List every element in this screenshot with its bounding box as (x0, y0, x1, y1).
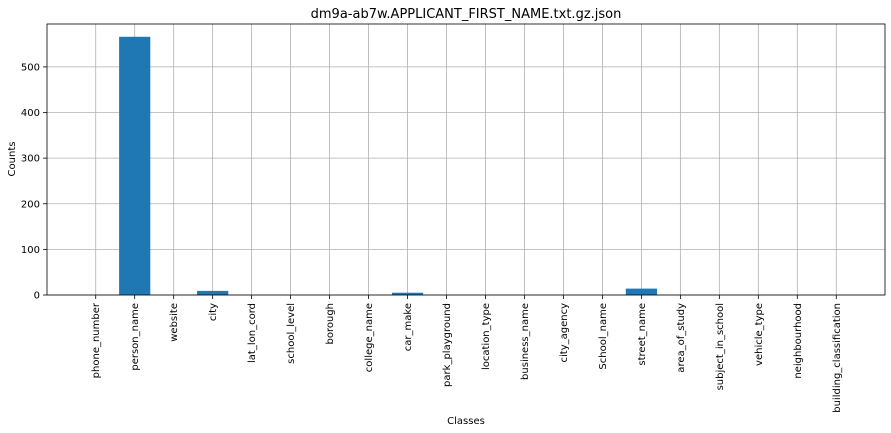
x-tick-label: lat_lon_cord (247, 303, 258, 363)
y-tick-label: 300 (21, 154, 40, 165)
y-axis-label: Counts (7, 142, 18, 177)
y-tick-label: 100 (21, 245, 40, 256)
grid-layer (47, 24, 885, 296)
bar-city (197, 290, 229, 295)
plot-area-frame (46, 23, 886, 296)
x-tick-label: street_name (637, 303, 648, 366)
x-tick-label: college_name (364, 303, 375, 372)
x-axis: phone_number person_name website city lat_lo… (91, 295, 843, 413)
x-tick-label: neighbourhood (793, 303, 804, 379)
x-tick-label: person_name (130, 303, 141, 371)
bar-person_name (119, 36, 151, 295)
x-tick-label: park_playground (442, 303, 453, 387)
y-axis: 0 100 200 300 400 500 (21, 62, 47, 302)
x-tick-label: city_agency (559, 303, 570, 363)
bar-car_make (391, 292, 424, 295)
y-tick-label: 400 (21, 108, 40, 119)
chart-title: dm9a-ab7w.APPLICANT_FIRST_NAME.txt.gz.js… (311, 7, 622, 22)
y-tick-label: 0 (34, 291, 40, 302)
x-tick-label: business_name (520, 303, 531, 380)
x-tick-label: phone_number (91, 302, 102, 378)
y-tick-label: 200 (21, 199, 40, 210)
x-tick-label: city (208, 303, 219, 321)
x-tick-label: area_of_study (676, 303, 687, 373)
x-tick-label: building_classification (832, 303, 843, 413)
x-tick-label: school_level (286, 303, 297, 364)
x-tick-label: subject_in_school (715, 303, 726, 390)
x-tick-label: location_type (481, 303, 492, 370)
x-axis-label: Classes (447, 416, 485, 427)
x-tick-label: borough (325, 303, 336, 345)
bars-layer (119, 36, 657, 295)
x-tick-label: vehicle_type (754, 303, 765, 366)
x-tick-label: School_name (598, 303, 609, 370)
x-tick-label: website (169, 303, 180, 342)
x-tick-label: car_make (403, 303, 414, 351)
bar-street_name (625, 288, 657, 295)
y-tick-label: 500 (21, 62, 40, 73)
